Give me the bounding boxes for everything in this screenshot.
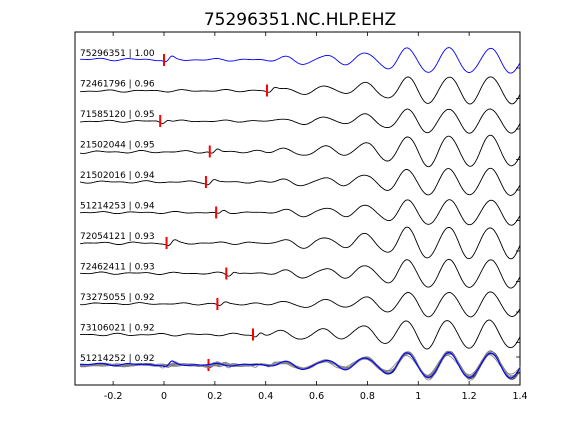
trace-line: [80, 226, 521, 260]
trace-line: [80, 108, 521, 134]
trace-line: [80, 319, 521, 350]
trace-line: [80, 258, 521, 289]
trace-line: [80, 134, 521, 168]
trace-label: 21502016 | 0.94: [80, 171, 155, 181]
chart-title: 75296351.NC.HLP.EHZ: [204, 10, 396, 30]
trace-line: [79, 167, 521, 196]
stack-gray-trace: [80, 352, 521, 379]
x-tick-label: 1.2: [462, 391, 477, 402]
trace-line: [80, 291, 521, 318]
trace-label: 75296351 | 1.00: [80, 49, 155, 59]
trace-label: 73106021 | 0.92: [80, 324, 155, 334]
plot-area: 75296351 | 1.00 72461796 | 0.96 71585120 |…: [79, 47, 521, 381]
x-axis: -0.2 0 0.2 0.4 0.6 0.8 1 1.2 1.4: [104, 32, 528, 402]
trace-line: [80, 199, 521, 226]
trace-label: 72461796 | 0.96: [80, 80, 155, 90]
trace-label: 72462411 | 0.93: [80, 263, 155, 273]
stack-panel: [79, 350, 521, 381]
stack-reference-trace: [80, 352, 521, 379]
x-tick-label: 0: [161, 391, 167, 402]
x-tick-label: 0.2: [207, 391, 222, 402]
trace-line: [80, 76, 521, 105]
x-tick-label: 0.6: [309, 391, 324, 402]
x-tick-label: 1: [415, 391, 421, 402]
x-tick-label: 0.4: [258, 391, 273, 402]
trace-label: 72054121 | 0.93: [80, 232, 155, 242]
trace-label: 21502044 | 0.95: [80, 141, 155, 151]
trace-label: 71585120 | 0.95: [80, 110, 155, 120]
axes-frame: [74, 31, 521, 386]
trace-label: 51214252 | 0.92: [80, 354, 155, 364]
x-tick-label: 0.8: [360, 391, 375, 402]
x-tick-label: 1.4: [512, 391, 527, 402]
trace-label: 73275055 | 0.92: [80, 293, 155, 303]
trace-label: 51214253 | 0.94: [80, 202, 155, 212]
x-tick-label: -0.2: [104, 391, 123, 402]
trace-line: [80, 47, 521, 74]
